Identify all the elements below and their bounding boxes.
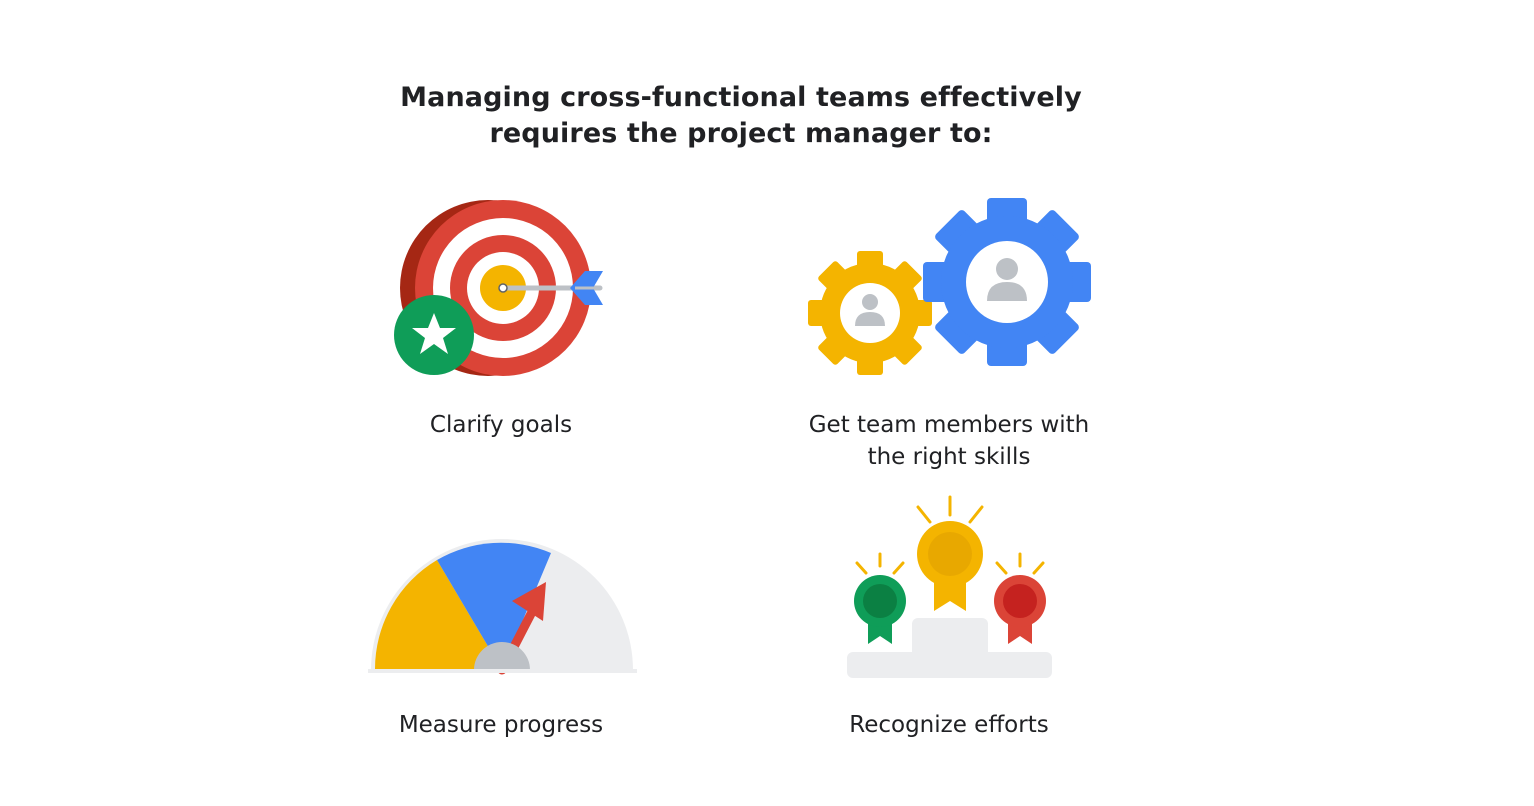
page-title: Managing cross-functional teams effectiv… (0, 80, 1482, 152)
label-measure-progress: Measure progress (398, 712, 604, 738)
award-medals-icon (847, 495, 1052, 678)
label-get-team-members: Get team members with the right skills (808, 412, 1090, 470)
title-line-1: Managing cross-functional teams effectiv… (400, 82, 1082, 113)
target-with-star-icon (394, 200, 603, 376)
title-line-2: requires the project manager to: (489, 118, 993, 149)
gauge-meter-icon (368, 539, 637, 675)
label-recognize-efforts: Recognize efforts (849, 712, 1049, 738)
label-clarify-goals: Clarify goals (429, 412, 573, 438)
gears-with-people-icon (808, 198, 1091, 375)
